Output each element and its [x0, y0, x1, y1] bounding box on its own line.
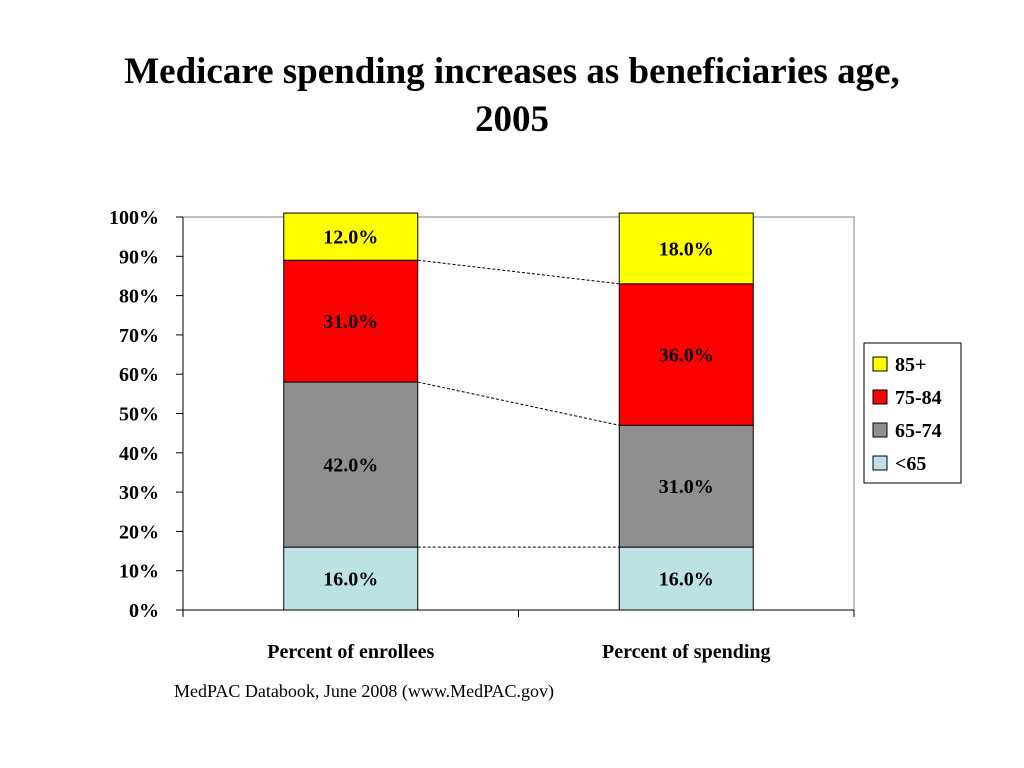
legend-label: 65-74 — [895, 420, 942, 442]
legend-label: 75-84 — [895, 387, 942, 409]
data-label: 16.0% — [323, 569, 378, 591]
y-tick-label: 90% — [119, 246, 159, 268]
source-note: MedPAC Databook, June 2008 (www.MedPAC.g… — [174, 681, 555, 701]
y-tick-label: 70% — [119, 325, 159, 347]
data-label: 16.0% — [659, 569, 714, 591]
y-tick-label: 60% — [119, 364, 159, 386]
legend-swatch — [872, 356, 888, 372]
y-tick-label: 0% — [129, 600, 159, 622]
bar-segment — [283, 381, 419, 548]
y-tick-label: 50% — [119, 404, 159, 426]
connector-line — [417, 381, 620, 426]
data-label: 31.0% — [659, 476, 714, 498]
legend-label: <65 — [895, 453, 926, 475]
legend-label: 85+ — [895, 354, 926, 376]
bar-segment — [618, 283, 754, 426]
bar-segment — [283, 212, 419, 261]
y-tick-label: 20% — [119, 521, 159, 543]
bar-segment — [618, 546, 754, 611]
y-tick-label: 40% — [119, 443, 159, 465]
data-label: 12.0% — [323, 227, 378, 249]
bar-segment — [283, 546, 419, 611]
data-label: 18.0% — [659, 238, 714, 260]
y-tick-label: 10% — [119, 561, 159, 583]
data-label: 31.0% — [323, 311, 378, 333]
bar-segment — [618, 212, 754, 285]
category-label: Percent of spending — [602, 641, 771, 663]
title-line-2: 2005 — [475, 99, 549, 140]
legend-swatch — [872, 422, 888, 438]
title-line-1: Medicare spending increases as beneficia… — [124, 51, 900, 92]
y-tick-label: 100% — [109, 207, 159, 229]
data-label: 42.0% — [323, 455, 378, 477]
slide-title: Medicare spending increases as beneficia… — [62, 48, 962, 144]
legend-swatch — [872, 389, 888, 405]
category-label: Percent of enrollees — [267, 641, 434, 663]
y-tick-label: 80% — [119, 286, 159, 308]
y-tick-label: 30% — [119, 482, 159, 504]
legend-swatch — [872, 455, 888, 471]
data-label: 36.0% — [659, 345, 714, 367]
bar-segment — [618, 424, 754, 548]
connector-line — [417, 259, 620, 285]
bar-segment — [283, 259, 419, 383]
